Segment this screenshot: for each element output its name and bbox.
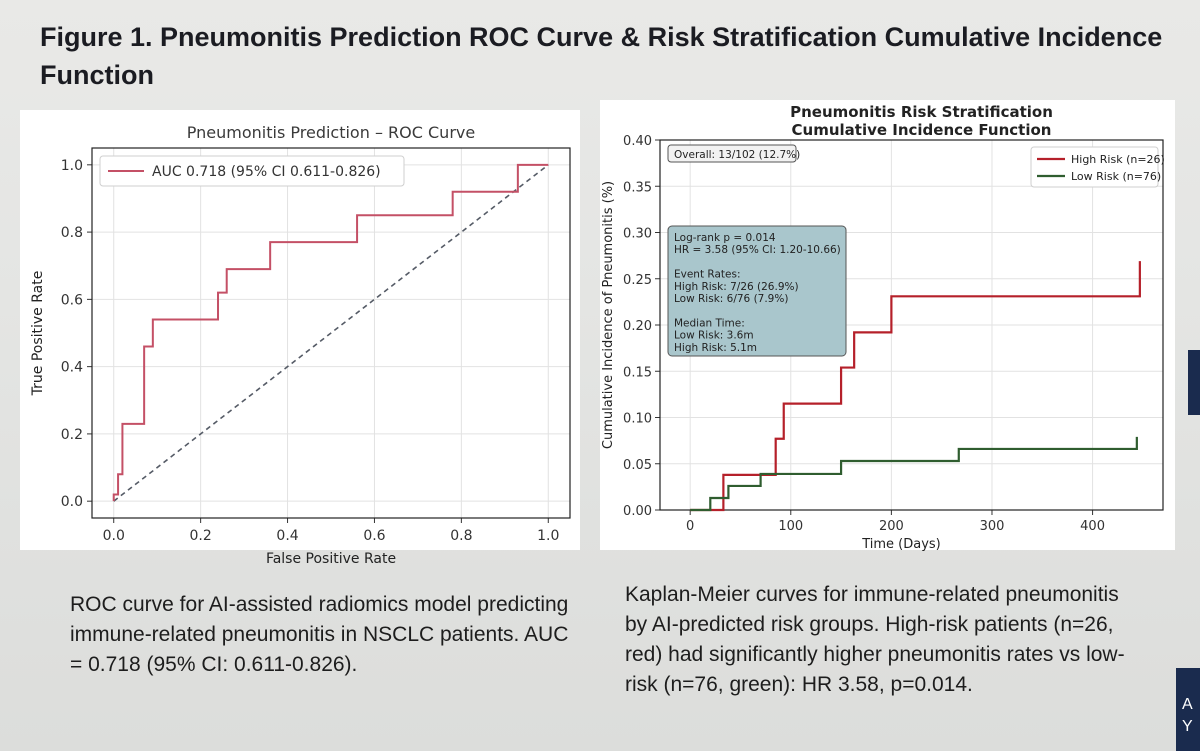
cif-stats-line: High Risk: 7/26 (26.9%): [674, 281, 799, 293]
roc-y-tick-label: 1.0: [61, 158, 83, 174]
roc-y-tick-label: 0.2: [61, 427, 83, 443]
roc-x-tick-label: 0.6: [363, 528, 385, 544]
cif-stats-line: Low Risk: 6/76 (7.9%): [674, 293, 788, 305]
roc-y-tick-label: 0.8: [61, 225, 83, 241]
roc-x-tick-label: 0.4: [276, 528, 298, 544]
roc-y-tick-label: 0.4: [61, 360, 83, 376]
cif-y-tick-label: 0.05: [623, 458, 652, 473]
cif-low-risk-line: [690, 437, 1137, 510]
cif-title-line: Pneumonitis Risk Stratification: [790, 103, 1053, 121]
cif-stats-line: Low Risk: 3.6m: [674, 330, 754, 342]
cif-caption: Kaplan-Meier curves for immune-related p…: [625, 580, 1145, 700]
cif-overall-label: Overall: 13/102 (12.7%): [674, 149, 800, 161]
roc-x-tick-label: 0.2: [190, 528, 212, 544]
cif-stats-line: Event Rates:: [674, 269, 741, 281]
cif-y-tick-label: 0.20: [623, 319, 652, 334]
roc-x-tick-label: 1.0: [537, 528, 559, 544]
cif-x-tick-label: 300: [980, 519, 1005, 534]
cif-x-tick-label: 200: [879, 519, 904, 534]
cif-y-tick-label: 0.40: [623, 134, 652, 149]
cif-legend-label: High Risk (n=26): [1071, 153, 1165, 166]
cif-stats-line: Log-rank p = 0.014: [674, 232, 776, 244]
cif-y-tick-label: 0.10: [623, 412, 652, 427]
cif-y-tick-label: 0.30: [623, 227, 652, 242]
roc-x-axis-label: False Positive Rate: [266, 551, 396, 567]
cif-y-tick-label: 0.35: [623, 180, 652, 195]
cif-stats-line: High Risk: 5.1m: [674, 342, 757, 354]
roc-diagonal-line: [114, 165, 549, 501]
cif-stats-line: Median Time:: [674, 317, 745, 329]
edge-text: A Y: [1182, 696, 1193, 735]
cif-y-tick-label: 0.25: [623, 273, 652, 288]
cif-y-tick-label: 0.00: [623, 504, 652, 519]
roc-x-tick-label: 0.8: [450, 528, 472, 544]
cif-x-tick-label: 100: [778, 519, 803, 534]
roc-caption: ROC curve for AI-assisted radiomics mode…: [70, 590, 570, 680]
roc-y-tick-label: 0.0: [61, 494, 83, 510]
roc-title: Pneumonitis Prediction – ROC Curve: [187, 123, 475, 142]
cif-x-tick-label: 0: [686, 519, 694, 534]
roc-y-axis-label: True Positive Rate: [30, 271, 46, 397]
roc-y-tick-label: 0.6: [61, 292, 83, 308]
cif-title-line: Cumulative Incidence Function: [792, 121, 1052, 139]
cif-stats-line: HR = 3.58 (95% CI: 1.20-10.66): [674, 244, 841, 256]
roc-legend-label: AUC 0.718 (95% CI 0.611-0.826): [152, 164, 381, 180]
figure-title: Figure 1. Pneumonitis Prediction ROC Cur…: [40, 18, 1190, 94]
cif-chart-panel: Pneumonitis Risk Stratification Cumulativ…: [600, 100, 1175, 550]
poster-edge-tab: [1188, 350, 1200, 415]
roc-chart-panel: Pneumonitis Prediction – ROC Curve 0.0 0.2…: [20, 110, 580, 550]
cif-y-axis-label: Cumulative Incidence of Pneumonitis (%): [601, 181, 616, 449]
cif-y-tick-label: 0.15: [623, 365, 652, 380]
cif-legend-label: Low Risk (n=76): [1071, 170, 1161, 183]
cif-x-axis-label: Time (Days): [861, 537, 941, 552]
cif-chart: Pneumonitis Risk StratificationCumulativ…: [600, 100, 1175, 550]
cif-x-tick-label: 400: [1080, 519, 1105, 534]
roc-x-tick-label: 0.0: [103, 528, 125, 544]
poster-edge-text: A Y: [1176, 668, 1200, 751]
roc-chart: Pneumonitis Prediction – ROC Curve 0.0 0.2…: [20, 110, 580, 550]
